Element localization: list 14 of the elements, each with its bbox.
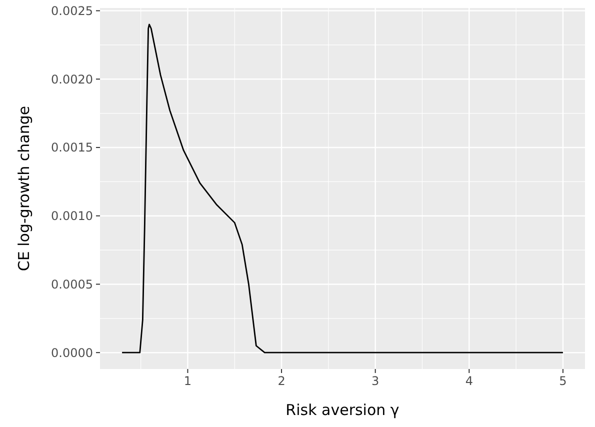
x-axis-title: Risk aversion γ	[286, 401, 400, 419]
x-tick-label: 4	[465, 374, 473, 388]
x-tick-label: 2	[278, 374, 286, 388]
y-tick-label: 0.0025	[51, 4, 93, 18]
y-tick-label: 0.0010	[51, 209, 93, 224]
y-tick-label: 0.0005	[51, 277, 93, 292]
y-axis-title: CE log-growth change	[15, 106, 33, 272]
x-tick-label: 1	[184, 374, 192, 388]
y-tick-label: 0.0000	[51, 346, 93, 360]
x-tick-label: 3	[372, 374, 380, 388]
line-series	[121, 24, 564, 354]
x-tick-label: 5	[559, 374, 567, 388]
y-tick-label: 0.0020	[51, 72, 93, 86]
y-tick-label: 0.0015	[51, 140, 93, 155]
